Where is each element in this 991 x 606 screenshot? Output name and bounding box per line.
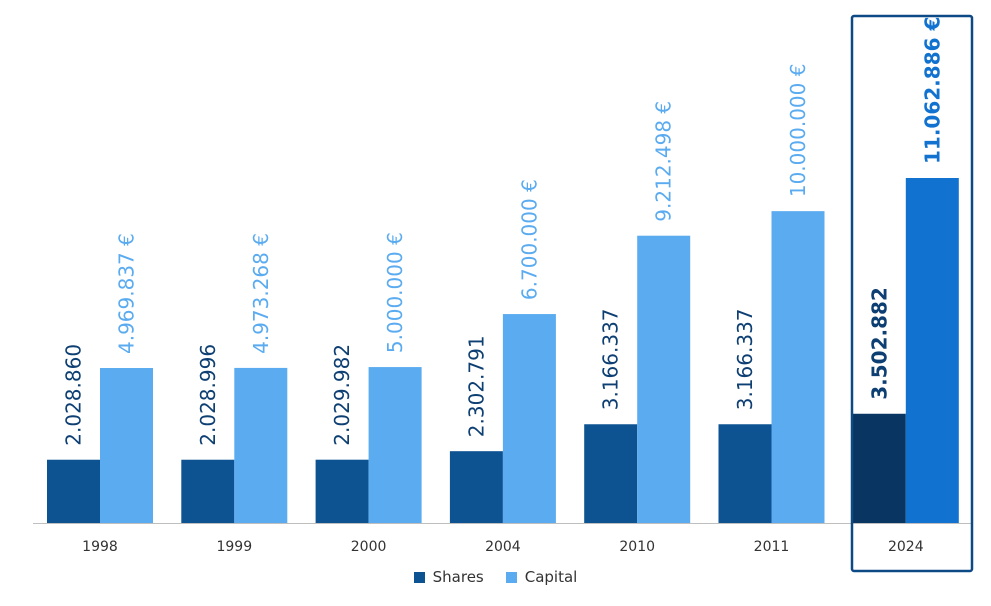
data-label-shares-2011: 3.166.337 <box>733 308 757 410</box>
x-tick-label-1999: 1999 <box>216 539 252 555</box>
legend-swatch-shares <box>413 571 425 583</box>
legend-label-shares: Shares <box>432 568 484 586</box>
legend-item-capital: Capital <box>505 568 578 586</box>
x-tick-label-2011: 2011 <box>754 539 790 555</box>
data-label-shares-1998: 2.028.860 <box>62 344 86 446</box>
x-tick-label-2024: 2024 <box>888 539 924 555</box>
bar-shares-2024 <box>852 413 906 523</box>
highlight-box-2024 <box>850 14 974 573</box>
data-label-shares-2010: 3.166.337 <box>599 308 623 410</box>
legend-label-capital: Capital <box>524 568 578 586</box>
data-label-shares-2004: 2.302.791 <box>464 335 488 437</box>
data-label-shares-2024: 3.502.882 <box>867 287 891 400</box>
data-label-capital-2004: 6.700.000 € <box>517 179 541 300</box>
bar-shares-1999 <box>181 459 235 523</box>
bar-shares-1998 <box>47 459 100 523</box>
bar-capital-2010 <box>637 235 691 523</box>
data-label-capital-2000: 5.000.000 € <box>383 232 407 353</box>
bar-capital-2011 <box>771 211 825 523</box>
x-tick-label-2010: 2010 <box>619 539 655 555</box>
x-tick-label-1998: 1998 <box>82 539 118 555</box>
data-label-capital-1999: 4.973.268 € <box>249 233 273 354</box>
data-label-capital-2024: 11.062.886 € <box>920 17 944 164</box>
bar-capital-1999 <box>234 367 288 523</box>
bar-shares-2000 <box>315 459 369 523</box>
x-tick-label-2004: 2004 <box>485 539 521 555</box>
x-tick-label-2000: 2000 <box>351 539 387 555</box>
legend: Shares Capital <box>0 568 991 586</box>
legend-item-shares: Shares <box>413 568 484 586</box>
bar-shares-2004 <box>449 451 503 523</box>
bar-capital-2024 <box>905 178 959 523</box>
bar-capital-2000 <box>368 367 422 523</box>
bar-capital-2004 <box>502 314 556 523</box>
data-label-shares-1999: 2.028.996 <box>196 344 220 446</box>
data-label-shares-2000: 2.029.982 <box>330 344 354 446</box>
data-label-capital-2011: 10.000.000 € <box>786 64 810 198</box>
data-label-capital-1998: 4.969.837 € <box>115 233 139 354</box>
bar-shares-2011 <box>718 424 772 523</box>
bar-capital-1998 <box>100 368 153 523</box>
bar-shares-2010 <box>584 424 638 523</box>
legend-swatch-capital <box>505 571 517 583</box>
data-label-capital-2010: 9.212.498 € <box>652 101 676 222</box>
